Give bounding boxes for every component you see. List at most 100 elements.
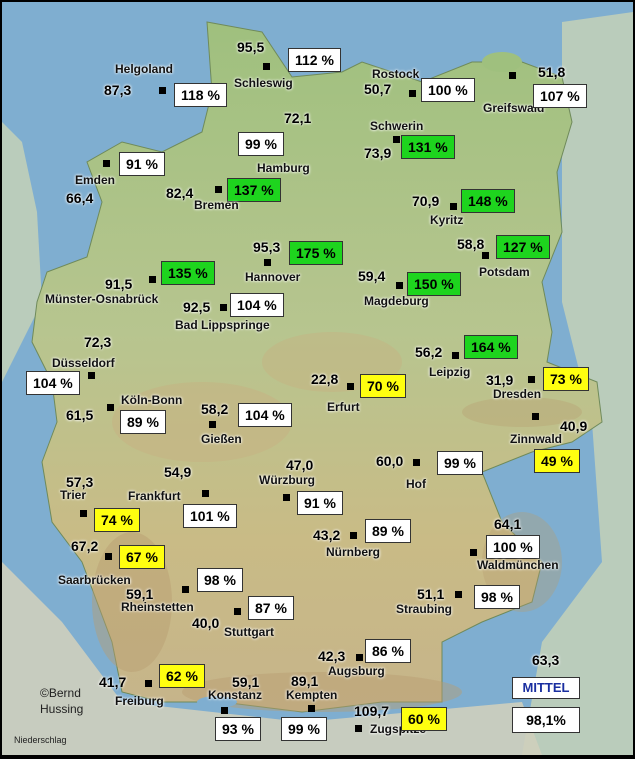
pct-freiburg: 62 % [159, 664, 205, 688]
pct-waldmuenchen: 100 % [486, 535, 540, 559]
pct-hannover: 175 % [289, 241, 343, 265]
station-marker-potsdam [482, 252, 489, 259]
mittel-value: 63,3 [532, 652, 560, 668]
station-marker-bremen [215, 186, 222, 193]
station-marker-waldmuenchen [470, 549, 477, 556]
name-dresden: Dresden [493, 387, 542, 401]
value-kempten: 89,1 [291, 673, 319, 689]
copyright-line2: Hussing [40, 702, 84, 716]
value-greifswald: 51,8 [538, 64, 566, 80]
station-marker-freiburg [145, 680, 152, 687]
pct-dresden: 73 % [543, 367, 589, 391]
station-marker-zinnwald [532, 413, 539, 420]
value-schleswig: 95,5 [237, 39, 265, 55]
value-koeln: 61,5 [66, 407, 94, 423]
name-kyritz: Kyritz [430, 213, 464, 227]
copyright: ©Bernd Hussing [40, 685, 83, 717]
pct-nuernberg: 89 % [365, 519, 411, 543]
name-bremen: Bremen [194, 198, 239, 212]
value-zugspitze: 109,7 [354, 703, 390, 719]
pct-helgoland: 118 % [174, 83, 227, 107]
value-trier: 57,3 [66, 474, 94, 490]
station-marker-kempten [308, 705, 315, 712]
station-marker-hannover [264, 259, 271, 266]
station-marker-emden [103, 160, 110, 167]
station-marker-augsburg [356, 654, 363, 661]
pct-trier: 74 % [94, 508, 140, 532]
station-marker-rostock [409, 90, 416, 97]
station-marker-wuerzburg [283, 494, 290, 501]
station-marker-hof [413, 459, 420, 466]
value-nuernberg: 43,2 [313, 527, 341, 543]
mittel-percent: 98,1% [512, 707, 580, 733]
name-giessen: Gießen [201, 432, 242, 446]
value-augsburg: 42,3 [318, 648, 346, 664]
station-marker-muenster [149, 276, 156, 283]
value-rheinstetten: 59,1 [126, 586, 154, 602]
name-waldmuenchen: Waldmünchen [477, 558, 559, 572]
name-schwerin: Schwerin [370, 119, 424, 133]
value-muenster: 91,5 [105, 276, 133, 292]
name-rheinstetten: Rheinstetten [121, 600, 194, 614]
pct-konstanz: 93 % [215, 717, 261, 741]
pct-rostock: 100 % [421, 78, 475, 102]
value-helgoland: 87,3 [104, 82, 132, 98]
footer-label: Niederschlag [14, 735, 67, 745]
copyright-line1: ©Bernd [40, 686, 81, 700]
pct-frankfurt: 101 % [183, 504, 237, 528]
pct-schleswig: 112 % [288, 48, 341, 72]
name-kempten: Kempten [286, 688, 338, 702]
pct-bremen: 137 % [227, 178, 281, 202]
value-kyritz: 70,9 [412, 193, 440, 209]
value-konstanz: 59,1 [232, 674, 260, 690]
name-wuerzburg: Würzburg [259, 473, 315, 487]
pct-giessen: 104 % [238, 403, 292, 427]
name-zinnwald: Zinnwald [510, 432, 562, 446]
pct-straubing: 98 % [474, 585, 520, 609]
value-emden: 66,4 [66, 190, 94, 206]
name-saarbruecken: Saarbrücken [58, 573, 131, 587]
station-marker-schwerin [393, 136, 400, 143]
pct-zugspitze: 60 % [401, 707, 447, 731]
station-marker-duesseldorf [88, 372, 95, 379]
station-marker-helgoland [159, 87, 166, 94]
value-hof: 60,0 [376, 453, 404, 469]
value-lippspringe: 92,5 [183, 299, 211, 315]
station-marker-magdeburg [396, 282, 403, 289]
value-dresden: 31,9 [486, 372, 514, 388]
station-marker-erfurt [347, 383, 354, 390]
name-hannover: Hannover [245, 270, 301, 284]
pct-schwerin: 131 % [401, 135, 455, 159]
station-marker-dresden [528, 376, 535, 383]
station-marker-lippspringe [220, 304, 227, 311]
name-straubing: Straubing [396, 602, 452, 616]
pct-emden: 91 % [119, 152, 165, 176]
name-lippspringe: Bad Lippspringe [175, 318, 270, 332]
station-marker-saarbruecken [105, 553, 112, 560]
value-schwerin: 73,9 [364, 145, 392, 161]
pct-rheinstetten: 98 % [197, 568, 243, 592]
pct-koeln: 89 % [120, 410, 166, 434]
name-stuttgart: Stuttgart [224, 625, 274, 639]
pct-erfurt: 70 % [360, 374, 406, 398]
value-saarbruecken: 67,2 [71, 538, 99, 554]
value-waldmuenchen: 64,1 [494, 516, 522, 532]
station-marker-greifswald [509, 72, 516, 79]
pct-zinnwald: 49 % [534, 449, 580, 473]
station-marker-trier [80, 510, 87, 517]
pct-greifswald: 107 % [533, 84, 587, 108]
name-emden: Emden [75, 173, 116, 187]
pct-augsburg: 86 % [365, 639, 411, 663]
name-nuernberg: Nürnberg [326, 545, 380, 559]
station-marker-leipzig [452, 352, 459, 359]
pct-muenster: 135 % [161, 261, 215, 285]
pct-leipzig: 164 % [464, 335, 518, 359]
name-magdeburg: Magdeburg [364, 294, 429, 308]
name-helgoland: Helgoland [115, 62, 174, 76]
name-freiburg: Freiburg [115, 694, 164, 708]
value-bremen: 82,4 [166, 185, 194, 201]
pct-potsdam: 127 % [496, 235, 550, 259]
value-stuttgart: 40,0 [192, 615, 220, 631]
pct-duesseldorf: 104 % [26, 371, 80, 395]
